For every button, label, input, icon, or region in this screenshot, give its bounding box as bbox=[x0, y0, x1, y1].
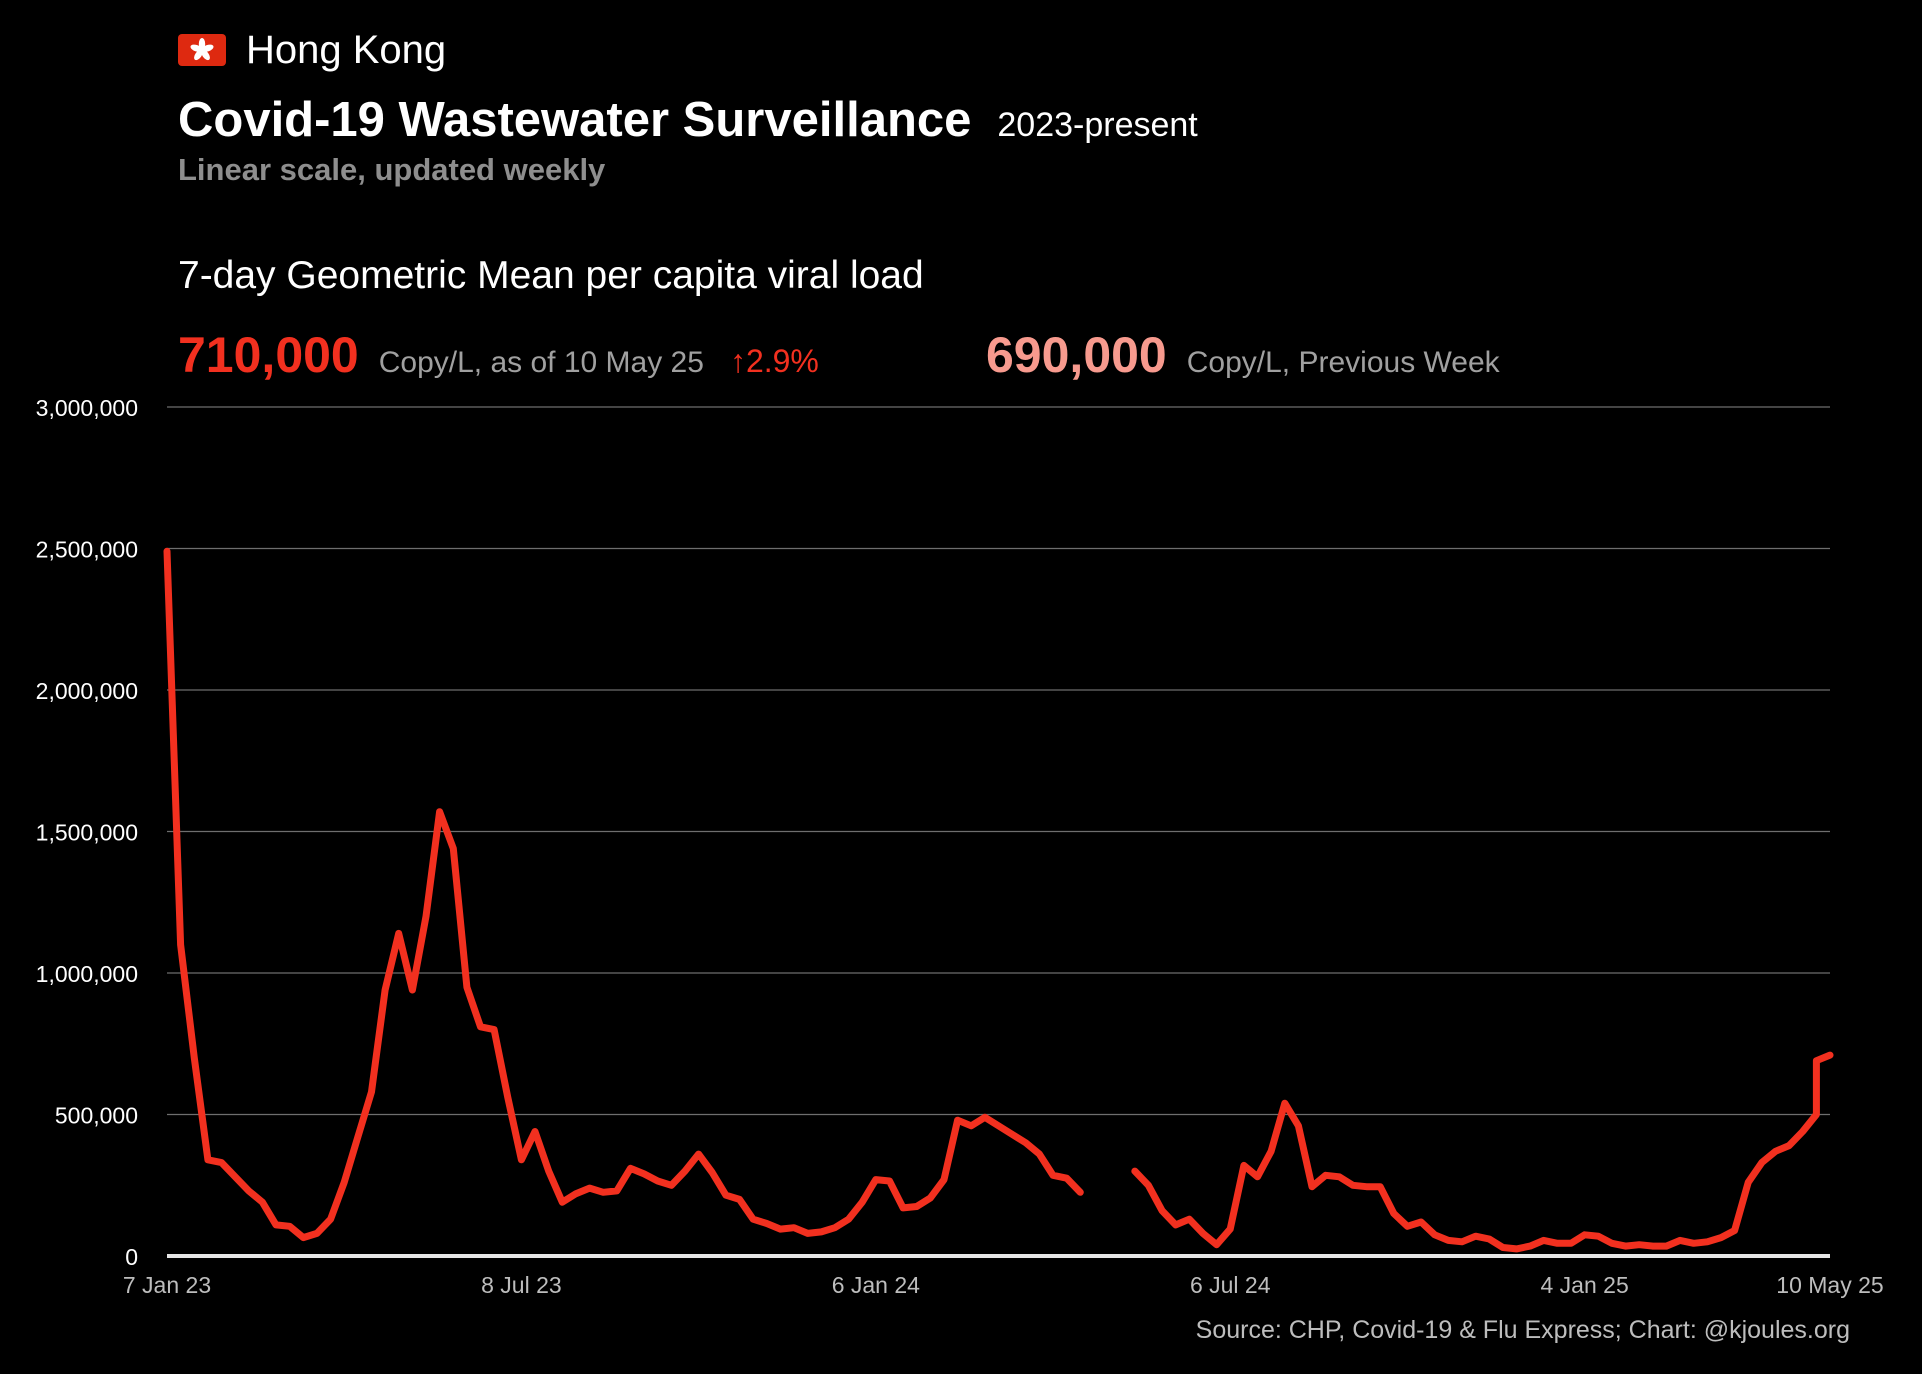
previous-label: Copy/L, Previous Week bbox=[1186, 346, 1500, 379]
y-tick-label: 2,000,000 bbox=[36, 678, 138, 704]
title-row: Covid-19 Wastewater Surveillance 2023-pr… bbox=[178, 92, 1878, 148]
source-note: Source: CHP, Covid-19 & Flu Express; Cha… bbox=[1195, 1316, 1850, 1344]
x-tick-label: 4 Jan 25 bbox=[1541, 1272, 1629, 1298]
y-tick-label: 0 bbox=[125, 1244, 138, 1270]
x-tick-label: 10 May 25 bbox=[1776, 1272, 1883, 1298]
y-tick-label: 1,000,000 bbox=[36, 961, 138, 987]
x-tick-label: 6 Jan 24 bbox=[832, 1272, 920, 1298]
previous-value: 690,000 bbox=[986, 327, 1167, 383]
stats-row: 710,000 Copy/L, as of 10 May 25 ↑2.9% 69… bbox=[178, 326, 1878, 386]
region-name: Hong Kong bbox=[246, 27, 447, 72]
y-tick-label: 500,000 bbox=[55, 1103, 138, 1129]
series-line bbox=[1131, 1051, 1834, 1253]
y-tick-label: 3,000,000 bbox=[36, 395, 138, 421]
metric-title: 7-day Geometric Mean per capita viral lo… bbox=[178, 254, 924, 297]
line-chart: 0 500,000 1,000,000 1,500,000 2,000,000 2,500… bbox=[36, 395, 1884, 1298]
current-stat: 710,000 Copy/L, as of 10 May 25 ↑2.9% bbox=[178, 326, 819, 384]
y-tick-label: 1,500,000 bbox=[36, 820, 138, 846]
x-tick-label: 6 Jul 24 bbox=[1190, 1272, 1271, 1298]
chart-period: 2023-present bbox=[997, 106, 1198, 144]
region-row: Hong Kong bbox=[178, 22, 1878, 78]
x-tick-label: 7 Jan 23 bbox=[123, 1272, 211, 1298]
x-tick-label: 8 Jul 23 bbox=[481, 1272, 562, 1298]
change-badge: ↑2.9% bbox=[729, 343, 819, 379]
previous-stat: 690,000 Copy/L, Previous Week bbox=[986, 326, 1500, 384]
series-line bbox=[163, 547, 1084, 1242]
chart-subtitle: Linear scale, updated weekly bbox=[178, 152, 606, 187]
current-label: Copy/L, as of 10 May 25 bbox=[378, 346, 704, 379]
current-value: 710,000 bbox=[178, 327, 359, 383]
chart-title: Covid-19 Wastewater Surveillance bbox=[178, 93, 972, 147]
y-tick-label: 2,500,000 bbox=[36, 537, 138, 563]
hong-kong-flag-icon bbox=[178, 34, 226, 66]
header: Hong Kong Covid-19 Wastewater Surveillan… bbox=[178, 22, 1878, 188]
